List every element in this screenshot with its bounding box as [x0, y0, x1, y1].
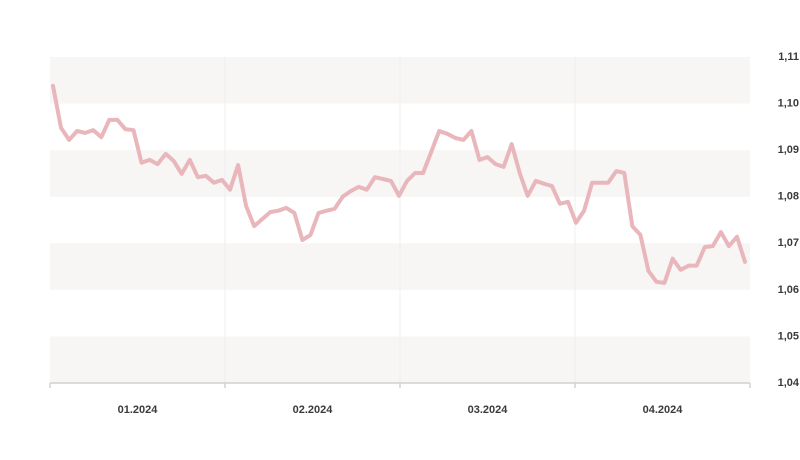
x-tick-label: 04.2024 [643, 404, 684, 416]
line-series [51, 83, 747, 285]
y-tick-label: 1,06 [778, 284, 799, 296]
y-tick-label: 1,09 [778, 144, 799, 156]
y-tick-label: 1,05 [778, 330, 799, 342]
y-tick-label: 1,11 [778, 51, 799, 63]
y-tick-label: 1,04 [778, 377, 800, 389]
x-tick-label: 01.2024 [118, 404, 159, 416]
y-tick-label: 1,08 [778, 191, 799, 203]
y-tick-label: 1,10 [778, 97, 799, 109]
y-tick-label: 1,07 [778, 237, 799, 249]
x-tick-label: 02.2024 [293, 404, 334, 416]
x-tick-label: 03.2024 [468, 404, 509, 416]
